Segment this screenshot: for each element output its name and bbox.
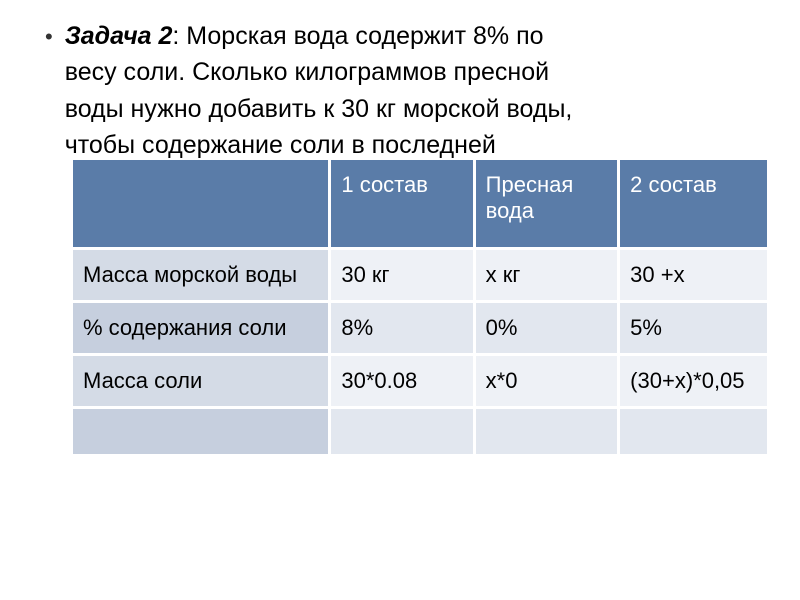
- data-table: 1 состав Пресная вода 2 состав Масса мор…: [70, 157, 770, 457]
- header-col1: 1 состав: [330, 159, 474, 249]
- problem-line4: чтобы содержание соли в последней: [65, 131, 496, 159]
- problem-line3: воды нужно добавить к 30 кг морской воды…: [65, 95, 573, 123]
- row-label: Масса морской воды: [72, 249, 330, 302]
- cell: х кг: [474, 249, 619, 302]
- table-row: % содержания соли 8% 0% 5%: [72, 302, 769, 355]
- cell: [474, 408, 619, 456]
- problem-paragraph: • Задача 2: Морская вода содержит 8% по …: [45, 18, 770, 163]
- problem-title: Задача 2: [65, 22, 173, 50]
- bullet-icon: •: [45, 22, 53, 53]
- cell: 30 кг: [330, 249, 474, 302]
- table-row: [72, 408, 769, 456]
- cell: 8%: [330, 302, 474, 355]
- header-col2: Пресная вода: [474, 159, 619, 249]
- header-blank: [72, 159, 330, 249]
- table-row: Масса соли 30*0.08 х*0 (30+х)*0,05: [72, 355, 769, 408]
- row-label: Масса соли: [72, 355, 330, 408]
- problem-line1: : Морская вода содержит 8% по: [172, 22, 543, 50]
- cell: 0%: [474, 302, 619, 355]
- table-header-row: 1 состав Пресная вода 2 состав: [72, 159, 769, 249]
- problem-text: Задача 2: Морская вода содержит 8% по ве…: [65, 18, 573, 163]
- header-col3: 2 состав: [619, 159, 769, 249]
- cell: (30+х)*0,05: [619, 355, 769, 408]
- slide-content: • Задача 2: Морская вода содержит 8% по …: [0, 0, 800, 163]
- cell: х*0: [474, 355, 619, 408]
- cell: [619, 408, 769, 456]
- cell: [330, 408, 474, 456]
- row-label: [72, 408, 330, 456]
- row-label: % содержания соли: [72, 302, 330, 355]
- cell: 30 +х: [619, 249, 769, 302]
- problem-line2: весу соли. Сколько килограммов пресной: [65, 58, 549, 86]
- table-row: Масса морской воды 30 кг х кг 30 +х: [72, 249, 769, 302]
- cell: 5%: [619, 302, 769, 355]
- cell: 30*0.08: [330, 355, 474, 408]
